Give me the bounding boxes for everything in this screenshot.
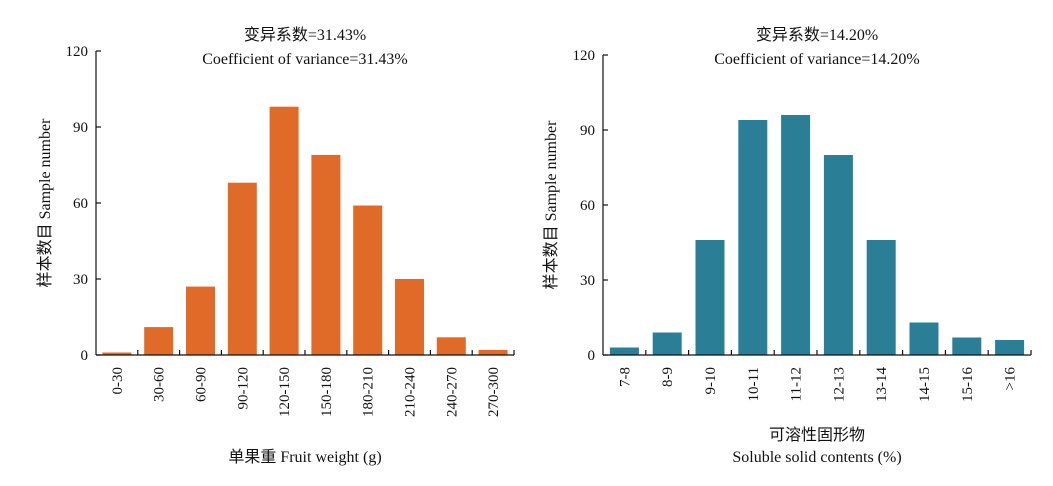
x-tick-label: 60-90 — [194, 367, 210, 402]
y-tick-label: 30 — [73, 272, 88, 288]
bar-15-16 — [952, 337, 982, 355]
y-tick-label: 0 — [81, 348, 89, 364]
x-tick-label: 14-15 — [917, 367, 933, 402]
y-axis-label: 样本数目 Sample number — [36, 118, 54, 288]
axes — [602, 54, 1032, 356]
y-tick-labels: 0 30 60 90 120 — [573, 48, 596, 364]
bar-240-270 — [436, 337, 466, 355]
x-tick-label: 10-11 — [746, 367, 762, 401]
bar-120-150 — [269, 106, 299, 355]
y-tick-label: 120 — [573, 48, 596, 64]
chart-fruit-weight: 变异系数=31.43% Coefficient of variance=31.4… — [36, 26, 515, 466]
x-tick-labels: 7-8 8-9 9-10 10-11 11-12 12-13 13-14 14-15 15-16… — [617, 367, 1018, 402]
y-tick-label: 90 — [73, 120, 88, 136]
bar-group — [609, 115, 1025, 355]
y-tick-label: 60 — [73, 196, 88, 212]
x-tick-label: 90-120 — [235, 367, 251, 410]
x-axis-label-cn: 可溶性固形物 — [769, 426, 865, 444]
x-tick-label: 270-300 — [486, 367, 502, 417]
bar-10-11 — [738, 120, 768, 355]
bar-group — [102, 106, 508, 355]
bar-7-8 — [609, 347, 639, 355]
y-tick-label: 90 — [580, 123, 595, 139]
x-tick-label: 12-13 — [831, 367, 847, 402]
x-tick-label: 11-12 — [789, 367, 805, 401]
x-axis-label: Soluble solid contents (%) — [732, 449, 901, 466]
bar-60-90 — [186, 286, 215, 355]
x-tick-label: 30-60 — [152, 367, 168, 402]
bar-11-12 — [781, 115, 811, 355]
x-tick-label: 120-150 — [277, 367, 293, 417]
x-tick-label: 240-270 — [444, 367, 460, 417]
x-tick-label: 180-210 — [361, 367, 377, 417]
bar-14-15 — [909, 322, 939, 355]
y-tick-label: 0 — [588, 348, 596, 364]
y-tick-label: 120 — [66, 44, 89, 60]
chart-title-en: Coefficient of variance=31.43% — [202, 51, 408, 68]
bar-0-30 — [102, 352, 132, 355]
y-tick-labels: 0 30 60 90 120 — [66, 44, 89, 364]
x-tick-label: 9-10 — [703, 367, 719, 395]
x-tick-label: 13-14 — [874, 367, 890, 402]
bar->16 — [995, 340, 1025, 355]
chart-title-cn: 变异系数=31.43% — [244, 26, 366, 44]
bar-13-14 — [866, 240, 896, 355]
y-axis-label: 样本数目 Sample number — [542, 120, 560, 290]
x-tick-labels: 0-30 30-60 60-90 90-120 120-150 150-180 180-21… — [110, 367, 502, 417]
bar-180-210 — [353, 205, 383, 355]
bar-210-240 — [395, 279, 424, 355]
chart-title-cn: 变异系数=14.20% — [756, 26, 878, 44]
x-tick-label: >16 — [1003, 367, 1019, 391]
bar-30-60 — [144, 327, 174, 355]
y-tick-label: 30 — [580, 273, 595, 289]
chart-title-en: Coefficient of variance=14.20% — [714, 51, 920, 68]
x-tick-label: 15-16 — [960, 367, 976, 402]
bar-90-120 — [227, 182, 257, 355]
x-tick-label: 0-30 — [110, 367, 126, 395]
y-tick-label: 60 — [580, 198, 595, 214]
x-tick-label: 150-180 — [319, 367, 335, 417]
bar-9-10 — [695, 240, 725, 355]
bar-270-300 — [478, 349, 508, 355]
bar-150-180 — [311, 154, 341, 355]
x-tick-label: 7-8 — [617, 367, 633, 387]
bar-12-13 — [823, 155, 853, 355]
x-axis-label: 单果重 Fruit weight (g) — [228, 448, 381, 466]
bar-8-9 — [652, 332, 682, 355]
x-tick-label: 8-9 — [660, 367, 676, 387]
axes — [95, 50, 515, 356]
chart-soluble-solids: 变异系数=14.20% Coefficient of variance=14.2… — [542, 26, 1032, 466]
x-tick-label: 210-240 — [403, 367, 419, 417]
